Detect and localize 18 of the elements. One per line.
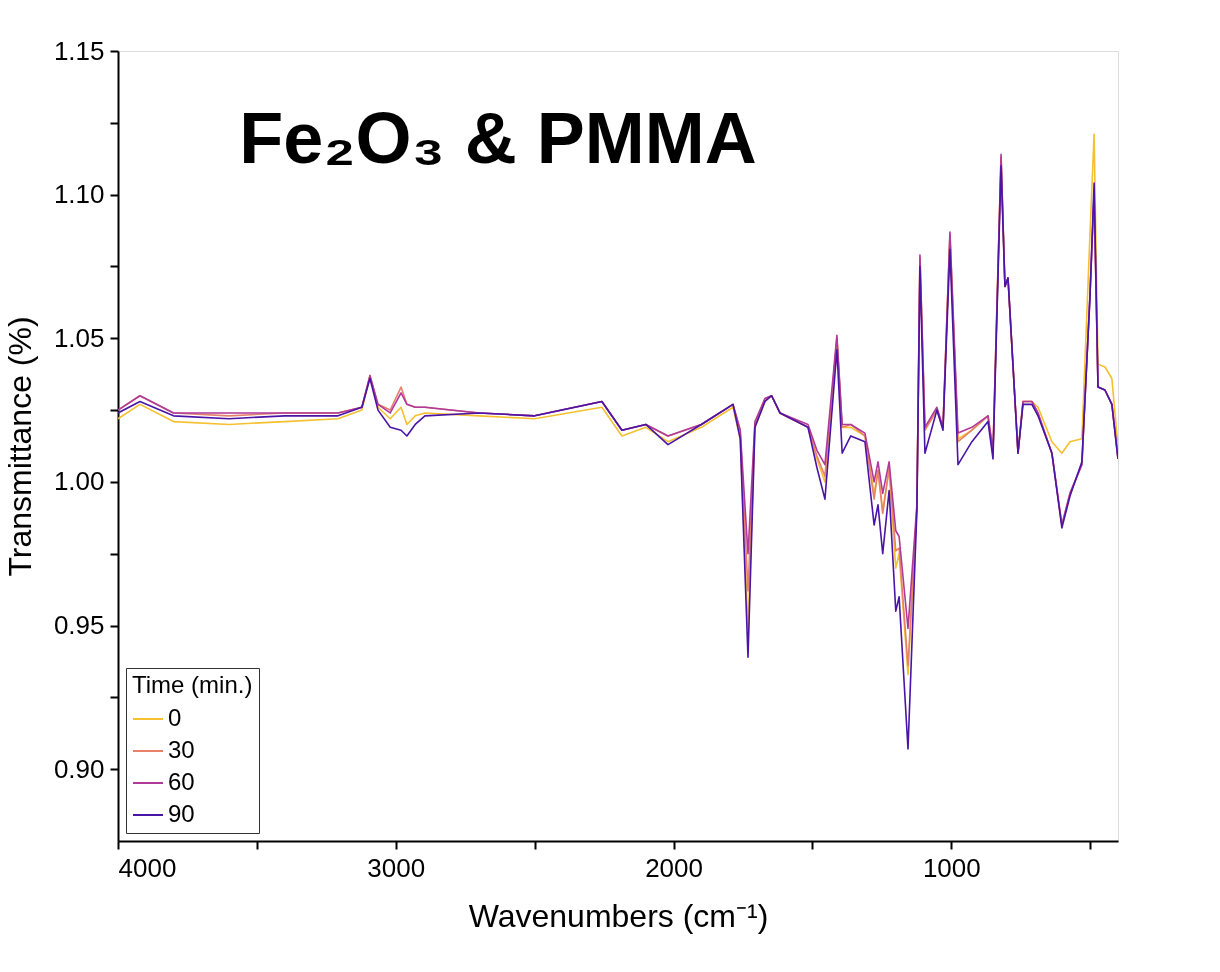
y-axis-title: Transmittance (%)	[1, 316, 38, 577]
y-tick-label: 1.15	[53, 35, 105, 66]
y-tick-label: 1.00	[53, 466, 105, 497]
legend-label: 30	[168, 736, 195, 763]
y-tick-label: 0.90	[53, 753, 105, 784]
text: Fe₂O₃ & PMMA	[239, 98, 757, 178]
legend-title: Time (min.)	[132, 671, 253, 698]
x-tick-label: 3000	[367, 852, 426, 883]
legend-label: 0	[168, 704, 182, 731]
x-tick-label: 4000	[118, 852, 177, 883]
x-tick-label: 2000	[645, 852, 703, 883]
y-tick-label: 1.10	[53, 179, 105, 210]
x-axis-title: Wavenumbers (cm⁻¹)	[468, 897, 769, 934]
legend-label: 90	[168, 800, 195, 827]
x-tick-label: 1000	[922, 852, 981, 883]
legend-label: 60	[168, 768, 195, 795]
y-tick-label: 1.05	[53, 322, 105, 353]
y-tick-label: 0.95	[53, 610, 105, 641]
